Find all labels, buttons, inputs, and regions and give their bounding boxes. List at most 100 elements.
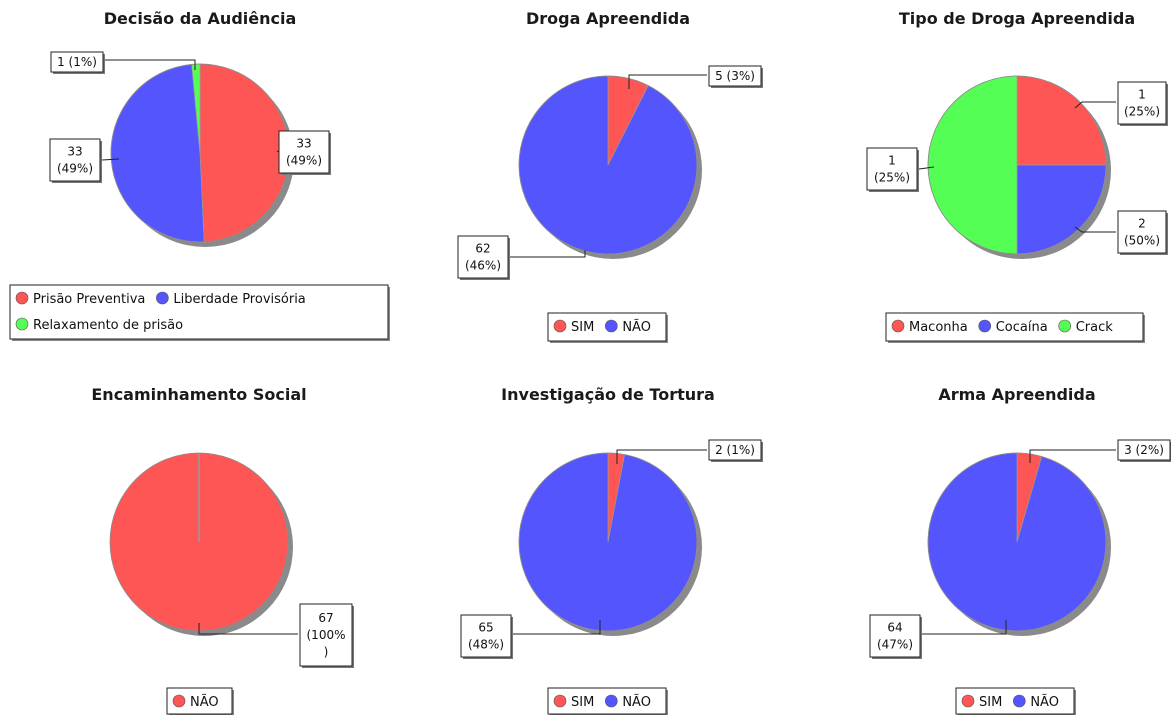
label-text: 5 (3%) xyxy=(715,69,755,83)
label-box xyxy=(1117,210,1167,254)
label-text: 65 xyxy=(478,621,493,635)
legend-label: SIM xyxy=(979,695,1002,710)
legend-label: Maconha xyxy=(909,320,968,335)
legend-item-sim: SIM xyxy=(553,694,594,710)
label-text: (48%) xyxy=(468,638,504,652)
label-text: 2 xyxy=(1138,217,1146,231)
label-text: (49%) xyxy=(286,154,322,168)
slice-label-sim: 2 (1%) xyxy=(616,439,763,464)
label-box xyxy=(708,439,762,461)
pie-outline xyxy=(927,452,1107,632)
legend-label: Prisão Preventiva xyxy=(33,292,145,307)
legend-item-sim: SIM xyxy=(961,694,1002,710)
legend-item-maconha: Maconha xyxy=(891,319,968,335)
label-box xyxy=(460,614,512,658)
leader-line xyxy=(1029,449,1116,463)
chart-title: Tipo de Droga Apreendida xyxy=(899,9,1135,28)
legend-swatch xyxy=(156,291,169,305)
legend-label: NÃO xyxy=(190,694,219,710)
legend-box xyxy=(885,312,1144,342)
leader-line xyxy=(105,59,196,70)
pie-slice-nao xyxy=(518,75,698,255)
leader-line xyxy=(628,74,707,89)
slice-label-relaxamento-de-prisao: 1 (1%) xyxy=(50,51,196,74)
slice-label-sim: 5 (3%) xyxy=(628,65,763,89)
label-text: 64 xyxy=(887,621,902,635)
label-text: 1 xyxy=(888,154,896,168)
label-box xyxy=(866,147,918,191)
legend-item-nao: NÃO xyxy=(1013,694,1059,710)
legend-label: NÃO xyxy=(622,319,651,335)
chart-title: Decisão da Audiência xyxy=(104,9,297,28)
legend-swatch xyxy=(1058,319,1072,333)
legend-swatch xyxy=(605,694,618,708)
slice-label-maconha: 1 (25%) xyxy=(1074,81,1168,126)
pie-outline xyxy=(927,75,1107,255)
legend-swatch xyxy=(553,319,567,333)
slice-label-cocaina: 1 (25%) xyxy=(866,147,935,192)
legend-swatch xyxy=(978,319,992,333)
legend-item-prisao-preventiva: Prisão Preventiva xyxy=(15,291,145,307)
leader-line xyxy=(1074,101,1116,109)
slice-label-nao: 65 (48%) xyxy=(460,614,601,659)
legend-item-cocaina: Cocaína xyxy=(978,319,1048,335)
legend-item-nao: NÃO xyxy=(605,694,651,710)
chart-title: Encaminhamento Social xyxy=(91,385,306,404)
legend-swatch xyxy=(172,694,186,708)
legend-item-sim: SIM xyxy=(553,319,594,335)
label-text: (25%) xyxy=(874,171,910,185)
legend-swatch xyxy=(15,317,29,331)
label-text: ) xyxy=(324,645,329,659)
pie-slice-nao xyxy=(518,452,698,632)
slice-label-prisao-preventiva: 33 (49%) xyxy=(276,130,331,175)
leader-line xyxy=(198,623,298,635)
legend-swatch xyxy=(605,319,618,333)
legend-item-nao: NÃO xyxy=(605,319,651,335)
pie-outline xyxy=(518,75,698,255)
leader-line xyxy=(922,620,1007,635)
pie-chart-tipo-de-droga-apreendida: Tipo de Droga Apreendida 1 (25%) 1 (25%) 2 (50… xyxy=(866,9,1168,343)
leader-line xyxy=(1074,226,1116,233)
label-text: (49%) xyxy=(57,162,93,176)
slice-label-nao: 62 (46%) xyxy=(457,235,586,280)
leader-line xyxy=(101,158,120,161)
label-text: (50%) xyxy=(1124,234,1160,248)
chart-legend: SIM NÃO xyxy=(955,687,1076,715)
pie-slice-nao xyxy=(927,452,1107,632)
label-box xyxy=(708,65,762,87)
legend-label: SIM xyxy=(571,320,594,335)
label-text: 62 xyxy=(475,242,490,256)
chart-legend: SIM NÃO xyxy=(547,312,668,343)
legend-item-crack: Crack xyxy=(1058,319,1113,335)
label-box xyxy=(457,235,509,279)
label-box xyxy=(869,614,921,658)
label-text: 1 xyxy=(1138,88,1146,102)
pie-outline xyxy=(518,452,698,632)
chart-title: Arma Apreendida xyxy=(938,385,1095,404)
chart-title: Investigação de Tortura xyxy=(501,385,715,404)
slice-label-liberdade-provisoria: 33 (49%) xyxy=(49,138,120,183)
legend-swatch xyxy=(1013,694,1026,708)
label-text: 2 (1%) xyxy=(715,443,755,457)
legend-box xyxy=(9,284,389,340)
legend-item-liberdade-provisoria: Liberdade Provisória xyxy=(156,291,306,307)
chart-legend: SIM NÃO xyxy=(547,687,668,715)
leader-line xyxy=(510,250,586,258)
legend-swatch xyxy=(15,291,29,305)
pie-slice-liberdade-provisoria xyxy=(110,64,205,243)
chart-legend: Prisão Preventiva Liberdade Provisória Rel… xyxy=(9,284,390,341)
slice-label-nao: 64 (47%) xyxy=(869,614,1007,659)
pie-chart-encaminhamento-social: Encaminhamento Social 67 (100%) NÃO xyxy=(91,385,354,715)
leader-line xyxy=(513,620,601,635)
legend-label: Cocaína xyxy=(996,320,1048,335)
label-text: 33 xyxy=(296,137,311,151)
legend-label: NÃO xyxy=(622,694,651,710)
legend-label: Relaxamento de prisão xyxy=(33,318,183,333)
legend-label: Liberdade Provisória xyxy=(173,292,305,307)
label-box xyxy=(1117,439,1171,461)
label-text: (25%) xyxy=(1124,105,1160,119)
legend-label: SIM xyxy=(571,695,594,710)
chart-legend: Maconha Cocaína Crack xyxy=(885,312,1145,343)
pie-chart-decisao-da-audiencia: Decisão da Audiência 33 (49%) 33 (49%) 1 (1%)… xyxy=(9,9,390,341)
